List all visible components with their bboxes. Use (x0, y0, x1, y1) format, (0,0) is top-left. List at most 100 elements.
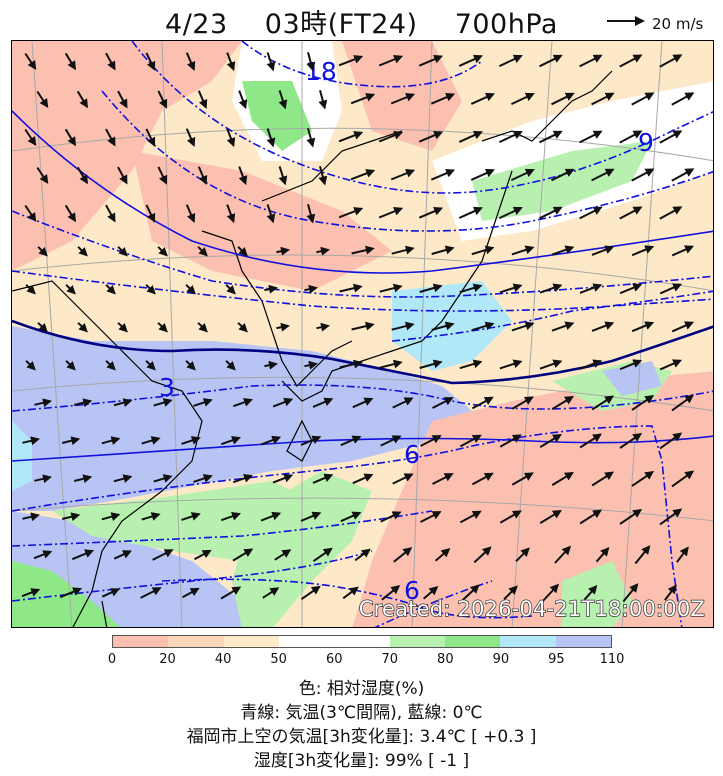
wind-arrow-icon (340, 435, 362, 447)
wind-arrow-icon (25, 284, 36, 295)
wind-arrow-icon (71, 549, 95, 561)
wind-arrow-icon (306, 52, 316, 72)
wind-arrow-icon (197, 246, 208, 257)
colorbar-tick-label: 40 (214, 652, 232, 667)
wind-arrow-icon (420, 435, 442, 447)
colorbar-tick-label: 0 (107, 652, 117, 667)
colorbar-tick-label: 20 (159, 652, 176, 667)
wind-arrow-icon (671, 394, 695, 412)
wind-arrow-icon (461, 584, 480, 602)
chart-title: 4/23 03時(FT24) 700hPa (0, 2, 723, 41)
wind-arrow-icon (471, 245, 495, 256)
info-line-1: 色: 相対湿度(%) (298, 679, 425, 699)
wind-arrow-icon (185, 128, 196, 147)
wind-arrow-icon (432, 397, 454, 409)
wind-arrow-icon (379, 359, 403, 369)
wind-arrow-icon (24, 128, 37, 146)
wind-arrow-icon (260, 511, 282, 522)
wind-arrow-icon (276, 322, 290, 332)
wind-arrow-icon (157, 166, 168, 185)
wind-arrow-icon (539, 130, 563, 144)
wind-arrow-icon (105, 284, 116, 295)
colorbar-segment (500, 636, 556, 647)
wind-arrow-icon (515, 547, 530, 563)
wind-arrow-icon (300, 435, 322, 446)
wind-arrow-icon (262, 587, 280, 599)
wind-arrow-icon (664, 584, 677, 601)
wind-arrow-icon (432, 473, 454, 485)
wind-arrow-icon (539, 433, 562, 448)
wind-arrow-icon (153, 474, 173, 483)
wind-arrow-icon (185, 52, 196, 71)
wind-arrow-icon (33, 550, 53, 560)
wind-arrow-icon (117, 246, 128, 257)
wind-arrow-icon (470, 92, 495, 105)
wind-arrow-icon (264, 360, 278, 370)
wind-arrow-icon (312, 547, 333, 563)
created-timestamp: Created: 2026-04-21T18:00:00Z (358, 596, 705, 621)
wind-arrow-icon (59, 587, 83, 599)
wind-arrow-icon (671, 168, 695, 182)
wind-arrow-icon (34, 474, 52, 484)
wind-arrow-icon (182, 587, 200, 599)
wind-arrow-icon (591, 168, 615, 182)
wind-arrow-icon (318, 90, 328, 110)
colorbar-tick-label: 70 (381, 652, 399, 667)
wind-arrow-icon (676, 546, 689, 563)
wind-arrow-icon (659, 206, 683, 220)
wind-arrow-icon (539, 359, 563, 370)
wind-arrow-icon (61, 436, 81, 446)
colorbar-segment (444, 636, 501, 647)
wind-arrow-icon (73, 474, 93, 484)
weather-map: 18 9 3 6 6 Created: 2026-04-21T18:00:00Z (11, 40, 714, 628)
wind-arrow-icon (499, 510, 522, 524)
wind-arrow-icon (511, 472, 534, 486)
wind-arrow-icon (591, 395, 615, 411)
wind-arrow-icon (194, 549, 212, 561)
wind-arrow-icon (232, 397, 253, 408)
wind-arrow-icon (459, 359, 483, 370)
wind-arrow-icon (316, 246, 330, 256)
wind-arrow-icon (185, 360, 196, 371)
wind-arrow-icon (378, 131, 404, 143)
wind-arrow-icon (338, 55, 364, 67)
wind-arrow-icon (342, 586, 359, 600)
wind-arrow-icon (634, 545, 651, 565)
wind-arrow-icon (551, 471, 574, 486)
wind-arrow-icon (551, 92, 575, 106)
wind-arrow-icon (318, 166, 328, 186)
wind-arrow-icon (278, 90, 288, 110)
wind-arrow-icon (101, 436, 121, 445)
wind-arrow-icon (145, 128, 156, 147)
wind-arrow-icon (64, 128, 76, 147)
wind-arrow-icon (391, 321, 415, 331)
wind-arrow-icon (77, 246, 88, 257)
wind-arrow-icon (579, 130, 603, 144)
info-line-3: 福岡市上空の気温[3h変化量]: 3.4℃ [ +0.3 ] (186, 727, 537, 747)
wind-arrow-icon (145, 360, 156, 371)
wind-arrow-icon (306, 204, 316, 224)
wind-arrow-icon (193, 398, 213, 407)
colorbar-segment (389, 636, 445, 647)
wind-arrow-icon (503, 585, 518, 601)
wind-arrow-icon (272, 473, 294, 484)
wind-legend-arrow-icon (607, 16, 645, 26)
wind-arrow-icon (278, 166, 288, 186)
colorbar-segment (555, 636, 611, 647)
wind-arrow-icon (105, 360, 116, 371)
wind-arrow-icon (140, 587, 162, 599)
wind-arrow-icon (459, 510, 482, 524)
wind-arrow-icon (579, 283, 603, 294)
colorbar-segment (334, 636, 390, 647)
colorbar-segment (113, 636, 169, 647)
contour-label-6: 6 (404, 440, 420, 469)
wind-arrow-icon (266, 204, 276, 224)
wind-arrow-icon (22, 512, 40, 522)
wind-arrow-icon (76, 90, 88, 109)
wind-arrow-icon (237, 322, 248, 333)
wind-arrow-icon (539, 54, 563, 68)
colorbar-tick-label: 95 (548, 652, 565, 667)
wind-arrow-icon (579, 433, 603, 449)
wind-arrow-icon (418, 54, 444, 67)
wind-arrow-icon (473, 546, 492, 564)
